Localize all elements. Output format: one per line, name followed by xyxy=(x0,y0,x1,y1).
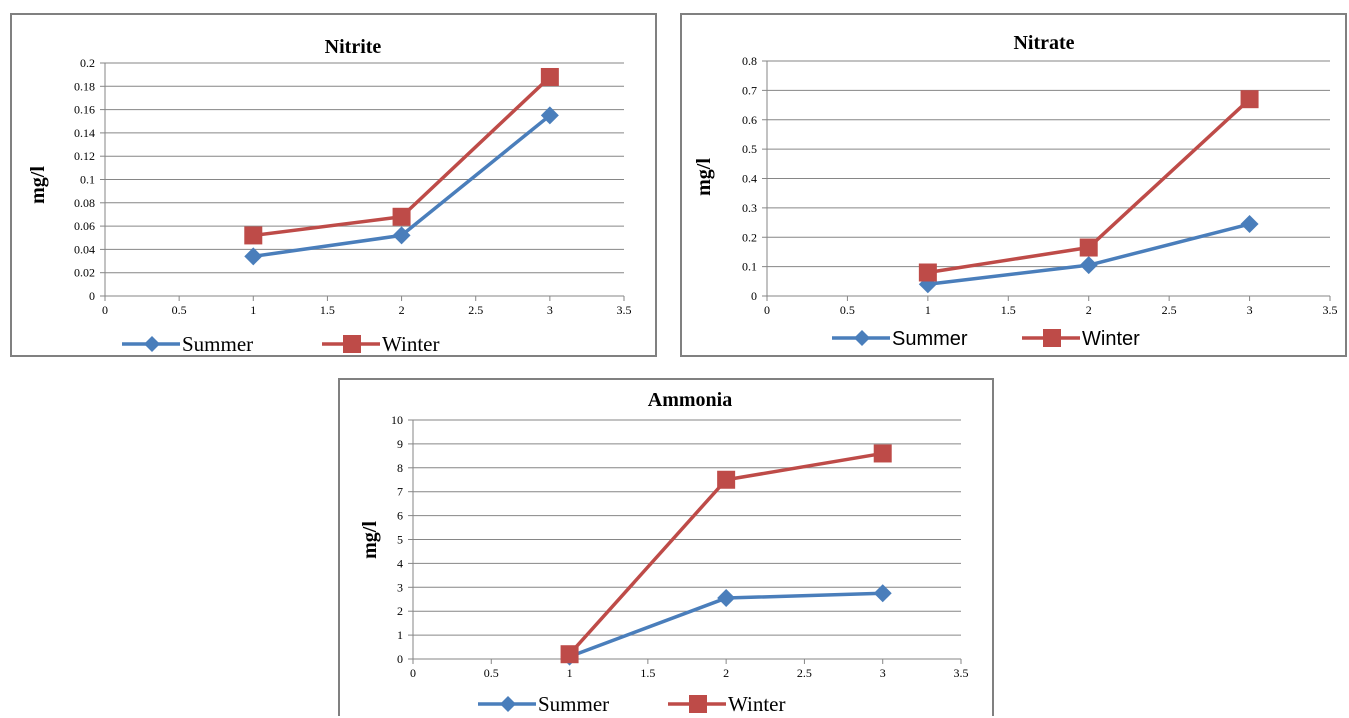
nitrite-winter-point xyxy=(392,207,411,226)
ammonia-legend-winter-label: Winter xyxy=(728,692,785,716)
ammonia-y-tick-label: 3 xyxy=(397,580,403,594)
ammonia-winter-point xyxy=(873,444,892,463)
ammonia-y-tick-label: 4 xyxy=(397,556,403,570)
nitrate-legend-winter-marker xyxy=(1043,329,1061,347)
ammonia-summer-point xyxy=(873,584,892,603)
ammonia-winter-point xyxy=(717,470,736,489)
nitrate-x-tick-label: 3.5 xyxy=(1323,303,1338,317)
nitrate-legend-winter-label: Winter xyxy=(1082,328,1140,350)
nitrate-y-tick-label: 0.2 xyxy=(742,230,757,244)
nitrate-x-tick-label: 3 xyxy=(1247,303,1253,317)
nitrate-y-axis-title: mg/l xyxy=(693,158,715,196)
nitrate-chart-title: Nitrate xyxy=(1013,32,1074,54)
nitrite-chart-panel: Nitrite mg/l 0 0.02 0.04 0.06 0.08 0.1 0.12 0.14 0… xyxy=(10,13,657,357)
nitrate-summer-point xyxy=(1240,215,1259,234)
nitrate-chart: Nitrate mg/l 0 0.1 0.2 0.3 0.4 0.5 0.6 0.7 0.8 0 0.5… xyxy=(693,32,1338,350)
ammonia-y-tick-label: 9 xyxy=(397,437,403,451)
nitrite-legend-winter-marker xyxy=(343,335,361,353)
nitrate-legend-summer-marker xyxy=(854,330,870,346)
nitrite-legend-summer-marker xyxy=(144,336,160,352)
nitrate-winter-point xyxy=(918,263,937,282)
nitrate-x-tick-label: 0 xyxy=(764,303,770,317)
ammonia-y-tick-label: 8 xyxy=(397,461,403,475)
ammonia-y-tick-label: 2 xyxy=(397,604,403,618)
nitrate-x-tick-label: 1.5 xyxy=(1001,303,1016,317)
ammonia-x-tick-label: 1 xyxy=(567,666,573,680)
nitrite-y-tick-label: 0.14 xyxy=(74,126,95,140)
nitrite-legend-summer-label: Summer xyxy=(182,332,253,355)
ammonia-y-tick-label: 5 xyxy=(397,533,403,547)
ammonia-y-tick-label: 1 xyxy=(397,628,403,642)
nitrite-x-tick-label: 0 xyxy=(102,303,108,317)
ammonia-x-tick-label: 2.5 xyxy=(797,666,812,680)
nitrate-y-tick-label: 0.8 xyxy=(742,54,757,68)
nitrite-y-tick-label: 0 xyxy=(89,289,95,303)
nitrite-y-tick-label: 0.16 xyxy=(74,103,95,117)
nitrite-summer-point xyxy=(392,226,411,245)
nitrate-y-tick-label: 0 xyxy=(751,289,757,303)
ammonia-y-tick-label: 0 xyxy=(397,652,403,666)
ammonia-summer-point xyxy=(717,589,736,608)
nitrite-y-axis-title: mg/l xyxy=(27,166,49,204)
ammonia-x-tick-label: 0 xyxy=(410,666,416,680)
nitrite-x-tick-label: 2.5 xyxy=(468,303,483,317)
nitrate-summer-point xyxy=(1079,256,1098,275)
nitrate-y-tick-label: 0.7 xyxy=(742,83,757,97)
ammonia-legend-summer-marker xyxy=(500,696,516,712)
ammonia-legend-winter-marker xyxy=(689,695,707,713)
nitrate-winter-point xyxy=(1240,90,1259,109)
nitrite-x-tick-label: 2 xyxy=(399,303,405,317)
nitrite-x-tick-label: 3 xyxy=(547,303,553,317)
nitrite-winter-point xyxy=(244,226,263,245)
nitrite-y-tick-label: 0.12 xyxy=(74,149,95,163)
nitrite-summer-point xyxy=(244,247,263,266)
ammonia-winter-point xyxy=(560,645,579,664)
nitrate-y-tick-label: 0.3 xyxy=(742,201,757,215)
ammonia-x-tick-label: 2 xyxy=(723,666,729,680)
nitrite-chart-title: Nitrite xyxy=(325,36,382,58)
ammonia-y-tick-label: 10 xyxy=(391,413,403,427)
ammonia-x-tick-label: 0.5 xyxy=(484,666,499,680)
nitrite-legend-winter-label: Winter xyxy=(382,332,439,355)
ammonia-legend-summer-label: Summer xyxy=(538,692,609,716)
nitrite-y-tick-label: 0.06 xyxy=(74,219,95,233)
nitrate-winter-point xyxy=(1079,238,1098,257)
nitrate-y-tick-label: 0.6 xyxy=(742,113,757,127)
nitrite-y-tick-label: 0.08 xyxy=(74,196,95,210)
ammonia-x-tick-label: 3 xyxy=(880,666,886,680)
nitrite-y-tick-label: 0.04 xyxy=(74,242,95,256)
nitrate-y-tick-label: 0.1 xyxy=(742,260,757,274)
nitrite-x-tick-label: 1.5 xyxy=(320,303,335,317)
ammonia-chart: Ammonia mg/l 0 1 2 3 4 5 6 7 8 9 10 0 0.5 1 1.5 2 2.5 3 3.5 S… xyxy=(359,389,969,716)
nitrite-chart: Nitrite mg/l 0 0.02 0.04 0.06 0.08 0.1 0.12 0.14 0… xyxy=(27,36,632,355)
nitrate-y-tick-label: 0.4 xyxy=(742,172,757,186)
nitrite-summer-point xyxy=(540,106,559,125)
nitrite-winter-point xyxy=(540,67,559,86)
nitrite-y-tick-label: 0.2 xyxy=(80,56,95,70)
nitrite-x-tick-label: 3.5 xyxy=(617,303,632,317)
nitrite-x-tick-label: 1 xyxy=(250,303,256,317)
ammonia-x-tick-label: 1.5 xyxy=(640,666,655,680)
nitrate-x-tick-label: 1 xyxy=(925,303,931,317)
nitrate-chart-panel: Nitrate mg/l 0 0.1 0.2 0.3 0.4 0.5 0.6 0.7 0.8 0 0.5… xyxy=(680,13,1347,357)
ammonia-y-axis-title: mg/l xyxy=(359,521,381,559)
ammonia-chart-panel: Ammonia mg/l 0 1 2 3 4 5 6 7 8 9 10 0 0.5 1 1.5 2 2.5 3 3.5 S… xyxy=(338,378,994,716)
ammonia-chart-title: Ammonia xyxy=(648,389,732,411)
nitrate-legend-summer-label: Summer xyxy=(892,328,968,350)
nitrite-y-tick-label: 0.18 xyxy=(74,79,95,93)
nitrate-x-tick-label: 2 xyxy=(1086,303,1092,317)
nitrate-x-tick-label: 0.5 xyxy=(840,303,855,317)
nitrite-y-tick-label: 0.02 xyxy=(74,266,95,280)
nitrate-y-tick-label: 0.5 xyxy=(742,142,757,156)
nitrate-x-tick-label: 2.5 xyxy=(1162,303,1177,317)
nitrite-x-tick-label: 0.5 xyxy=(172,303,187,317)
ammonia-y-tick-label: 7 xyxy=(397,485,403,499)
ammonia-x-tick-label: 3.5 xyxy=(954,666,969,680)
ammonia-y-tick-label: 6 xyxy=(397,509,403,523)
nitrite-y-tick-label: 0.1 xyxy=(80,173,95,187)
